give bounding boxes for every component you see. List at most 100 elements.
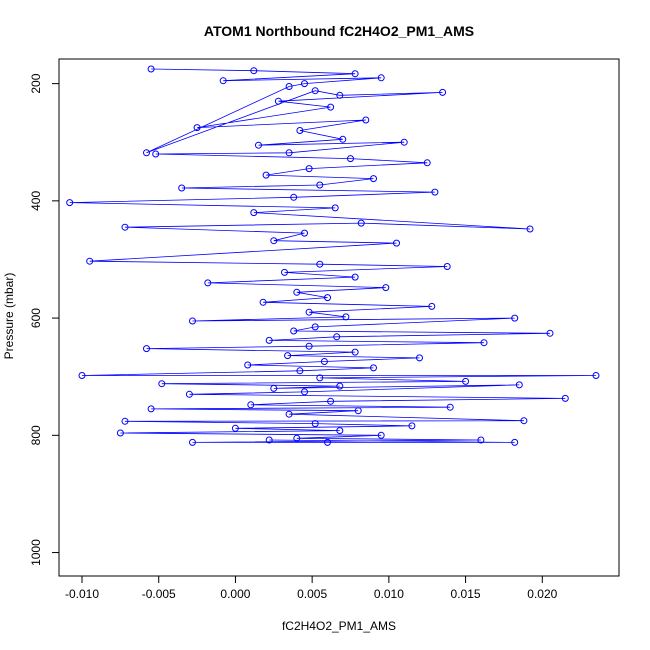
data-point-81 xyxy=(247,401,255,409)
data-point-18 xyxy=(400,138,408,146)
data-point-94 xyxy=(293,434,301,442)
data-point-52 xyxy=(189,317,196,325)
series-line xyxy=(69,68,597,443)
data-point-47 xyxy=(324,294,331,302)
data-point-96 xyxy=(189,438,196,446)
data-point-71 xyxy=(316,374,324,382)
plot-frame xyxy=(58,58,620,577)
data-point-15 xyxy=(296,127,304,134)
data-point-86 xyxy=(520,417,528,425)
data-point-61 xyxy=(143,345,150,353)
data-point-60 xyxy=(305,342,313,350)
x-tick-label-1: -0.005 xyxy=(142,587,176,601)
x-tick-label-6: 0.020 xyxy=(527,587,557,601)
data-point-58 xyxy=(265,336,273,344)
data-point-70 xyxy=(592,372,600,379)
chart-title: ATOM1 Northbound fC2H4O2_PM1_AMS xyxy=(204,23,474,39)
data-point-8 xyxy=(311,87,319,95)
data-point-90 xyxy=(231,424,239,432)
x-tick-label-4: 0.010 xyxy=(374,587,404,601)
data-point-27 xyxy=(178,184,186,192)
data-point-88 xyxy=(311,420,319,428)
x-tick-label-2: 0.000 xyxy=(220,587,250,601)
data-point-6 xyxy=(285,83,293,90)
data-point-83 xyxy=(147,405,155,413)
y-tick-label-2: 600 xyxy=(29,308,43,328)
data-point-10 xyxy=(439,88,447,96)
data-point-14 xyxy=(362,116,370,124)
y-tick-label-4: 1000 xyxy=(29,539,43,566)
data-point-73 xyxy=(158,380,166,388)
data-point-80 xyxy=(327,397,335,405)
data-point-35 xyxy=(121,223,129,231)
data-point-25 xyxy=(370,175,377,183)
data-point-12 xyxy=(327,103,335,111)
data-point-92 xyxy=(116,429,124,437)
data-point-65 xyxy=(320,358,328,365)
data-point-54 xyxy=(311,323,319,331)
data-point-50 xyxy=(305,308,313,316)
data-point-87 xyxy=(121,417,129,425)
data-point-98 xyxy=(511,438,519,446)
data-point-89 xyxy=(408,422,416,430)
data-point-99 xyxy=(265,436,273,444)
data-point-16 xyxy=(339,135,347,143)
data-point-97 xyxy=(324,438,331,446)
data-point-66 xyxy=(244,361,252,369)
data-point-82 xyxy=(446,403,454,411)
data-point-2 xyxy=(351,70,359,78)
data-point-68 xyxy=(296,367,304,375)
data-point-93 xyxy=(377,431,385,439)
data-point-29 xyxy=(290,193,298,201)
x-tick-label-5: 0.015 xyxy=(451,587,481,601)
data-point-45 xyxy=(382,284,390,292)
data-point-76 xyxy=(515,381,523,389)
data-point-4 xyxy=(377,74,385,82)
data-point-32 xyxy=(250,209,258,217)
data-point-51 xyxy=(342,313,350,321)
data-point-28 xyxy=(431,188,439,196)
y-axis-label: Pressure (mbar) xyxy=(2,273,16,360)
data-point-64 xyxy=(416,354,423,362)
x-tick-label-0: -0.010 xyxy=(65,587,99,601)
data-point-74 xyxy=(336,382,344,390)
data-point-44 xyxy=(204,279,212,287)
data-point-69 xyxy=(78,372,86,379)
data-point-0 xyxy=(147,65,155,73)
data-point-33 xyxy=(526,225,534,233)
data-point-72 xyxy=(462,377,470,385)
data-point-78 xyxy=(185,390,193,398)
data-point-62 xyxy=(351,348,359,356)
data-point-38 xyxy=(393,239,400,247)
data-point-5 xyxy=(301,80,308,88)
data-point-22 xyxy=(423,159,431,167)
data-point-24 xyxy=(262,171,270,179)
data-point-55 xyxy=(290,327,298,335)
data-point-77 xyxy=(301,388,308,396)
data-point-40 xyxy=(316,260,324,268)
data-point-57 xyxy=(333,333,341,341)
data-point-49 xyxy=(428,302,436,310)
y-tick-label-1: 400 xyxy=(29,191,43,211)
data-point-63 xyxy=(284,352,292,360)
data-point-31 xyxy=(331,204,339,212)
data-point-23 xyxy=(305,165,313,173)
data-point-41 xyxy=(443,263,451,270)
data-point-36 xyxy=(301,229,308,237)
data-point-30 xyxy=(66,199,74,207)
data-point-17 xyxy=(255,141,262,149)
data-point-1 xyxy=(250,67,258,75)
data-point-91 xyxy=(336,427,344,435)
data-point-95 xyxy=(477,436,485,444)
data-point-85 xyxy=(285,410,293,418)
data-point-19 xyxy=(285,149,293,157)
data-point-26 xyxy=(316,181,324,189)
data-point-43 xyxy=(351,273,359,281)
data-point-46 xyxy=(293,288,301,296)
data-point-34 xyxy=(357,219,365,227)
data-point-21 xyxy=(347,155,354,163)
x-axis-label: fC2H4O2_PM1_AMS xyxy=(282,619,396,633)
data-point-9 xyxy=(336,91,344,99)
data-point-20 xyxy=(152,150,160,158)
